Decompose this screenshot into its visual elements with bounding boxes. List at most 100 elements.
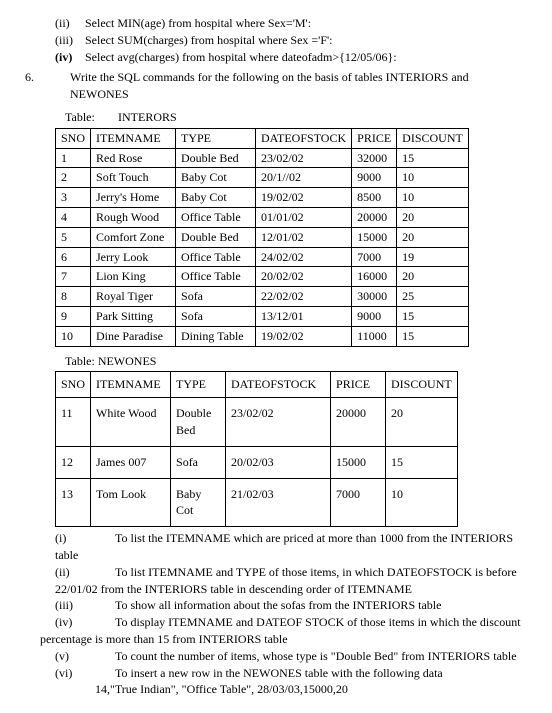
text: Select MIN(age) from hospital where Sex=… (85, 15, 311, 32)
table-header: PRICE (352, 128, 397, 148)
table-row: 12James 007Sofa20/02/031500015 (56, 446, 458, 478)
table-cell: 8500 (352, 188, 397, 208)
table-row: 4Rough WoodOffice Table01/01/022000020 (56, 207, 469, 227)
table-row: 8Royal TigerSofa22/02/023000025 (56, 287, 469, 307)
table-cell: 20000 (331, 398, 386, 447)
table-row: 6Jerry LookOffice Table24/02/02700019 (56, 247, 469, 267)
table-row: 5Comfort ZoneDouble Bed12/01/021500020 (56, 227, 469, 247)
table-cell: 15 (386, 446, 458, 478)
roman: (iv) (55, 614, 95, 631)
table-cell: 7 (56, 267, 91, 287)
table-header: SNO (56, 128, 91, 148)
table-cell: 11 (56, 398, 91, 447)
table-cell: 15 (397, 306, 469, 326)
question-6: 6. Write the SQL commands for the follow… (25, 69, 527, 103)
table1-label: Table: INTERORS (65, 109, 527, 126)
table-cell: 30000 (352, 287, 397, 307)
table-cell: 10 (386, 478, 458, 527)
newones-table: SNOITEMNAMETYPEDATEOFSTOCKPRICEDISCOUNT1… (55, 371, 458, 527)
table-cell: 10 (397, 168, 469, 188)
table-cell: 7000 (352, 247, 397, 267)
table-header: TYPE (176, 128, 256, 148)
table-cell: 20 (397, 227, 469, 247)
table-row: 10Dine ParadiseDining Table19/02/0211000… (56, 326, 469, 346)
question-text: Write the SQL commands for the following… (50, 69, 527, 103)
table-row: 13Tom LookBaby Cot21/02/03700010 (56, 478, 458, 527)
table-cell: 32000 (352, 148, 397, 168)
roman: (iii) (25, 32, 85, 49)
table-cell: Office Table (176, 267, 256, 287)
interiors-table: SNOITEMNAMETYPEDATEOFSTOCKPRICEDISCOUNT1… (55, 128, 469, 347)
sub-ii-cont: 22/01/02 from the INTERIORS table in des… (25, 581, 527, 598)
text: To list ITEMNAME and TYPE of those items… (95, 564, 527, 581)
table-cell: Dine Paradise (91, 326, 176, 346)
text: To count the number of items, whose type… (95, 648, 527, 665)
table-cell: 23/02/02 (226, 398, 331, 447)
table-cell: 12 (56, 446, 91, 478)
sub-iv-cont: percentage is more than 15 from INTERIOR… (25, 631, 527, 648)
table-cell: 15 (397, 326, 469, 346)
table-header: TYPE (171, 372, 226, 398)
table-cell: 13/12/01 (256, 306, 352, 326)
table-header: DISCOUNT (397, 128, 469, 148)
table-cell: 19 (397, 247, 469, 267)
table-cell: 15000 (331, 446, 386, 478)
table-header: DATEOFSTOCK (226, 372, 331, 398)
table-cell: 10 (397, 188, 469, 208)
table-cell: Royal Tiger (91, 287, 176, 307)
table-cell: 15000 (352, 227, 397, 247)
table-cell: Jerry Look (91, 247, 176, 267)
pre-item-iii: (iii) Select SUM(charges) from hospital … (25, 32, 527, 49)
roman: (iii) (55, 597, 95, 614)
table-cell: 8 (56, 287, 91, 307)
table-cell: Sofa (176, 287, 256, 307)
table-cell: 9000 (352, 306, 397, 326)
table-cell: Tom Look (91, 478, 171, 527)
table-cell: Park Sitting (91, 306, 176, 326)
table-cell: 2 (56, 168, 91, 188)
table-cell: 20/1//02 (256, 168, 352, 188)
table-cell: 01/01/02 (256, 207, 352, 227)
table-header: DISCOUNT (386, 372, 458, 398)
table-cell: Dining Table (176, 326, 256, 346)
sub-i-cont: table (25, 547, 527, 564)
table-cell: 25 (397, 287, 469, 307)
table-cell: 4 (56, 207, 91, 227)
roman: (vi) (55, 665, 95, 682)
table-cell: Jerry's Home (91, 188, 176, 208)
table-cell: Double Bed (171, 398, 226, 447)
sub-v: (v) To count the number of items, whose … (55, 648, 527, 665)
table-cell: 20000 (352, 207, 397, 227)
table-cell: 13 (56, 478, 91, 527)
text: To display ITEMNAME and DATEOF STOCK of … (95, 614, 527, 631)
table-cell: 12/01/02 (256, 227, 352, 247)
table-row: 1Red RoseDouble Bed23/02/023200015 (56, 148, 469, 168)
table-row: 9Park SittingSofa13/12/01900015 (56, 306, 469, 326)
table-cell: Office Table (176, 207, 256, 227)
table-header: DATEOFSTOCK (256, 128, 352, 148)
table-row: 3Jerry's HomeBaby Cot19/02/02850010 (56, 188, 469, 208)
table-cell: 16000 (352, 267, 397, 287)
text: To insert a new row in the NEWONES table… (95, 665, 527, 682)
table-cell: James 007 (91, 446, 171, 478)
text: Select avg(charges) from hospital where … (85, 49, 397, 66)
table-cell: 3 (56, 188, 91, 208)
table-cell: 24/02/02 (256, 247, 352, 267)
text: To list the ITEMNAME which are priced at… (95, 530, 527, 547)
table-cell: 20/02/02 (256, 267, 352, 287)
table-row: 7Lion KingOffice Table20/02/021600020 (56, 267, 469, 287)
table-cell: 22/02/02 (256, 287, 352, 307)
table-cell: Rough Wood (91, 207, 176, 227)
roman: (i) (55, 530, 95, 547)
text: Select SUM(charges) from hospital where … (85, 32, 333, 49)
pre-item-ii: (ii) Select MIN(age) from hospital where… (25, 15, 527, 32)
table-cell: 23/02/02 (256, 148, 352, 168)
table-cell: 20 (386, 398, 458, 447)
table-header: PRICE (331, 372, 386, 398)
table-cell: 20 (397, 207, 469, 227)
table-cell: 20/02/03 (226, 446, 331, 478)
text: To show all information about the sofas … (95, 597, 527, 614)
table-cell: 19/02/02 (256, 188, 352, 208)
table-cell: Baby Cot (171, 478, 226, 527)
sub-ii: (ii) To list ITEMNAME and TYPE of those … (55, 564, 527, 581)
